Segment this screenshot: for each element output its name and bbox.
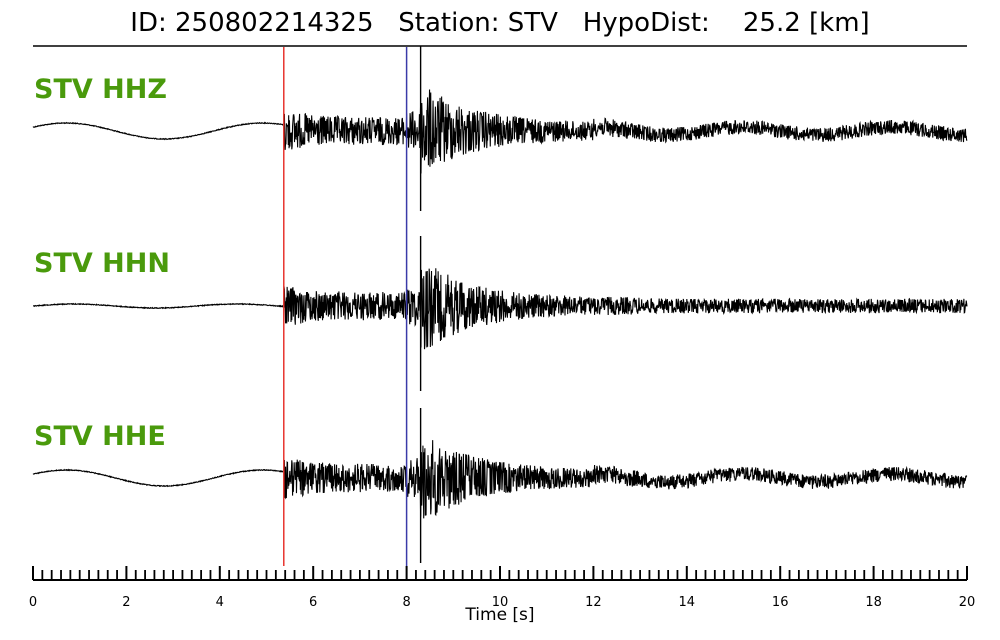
trace-stv-hhn bbox=[32, 268, 968, 350]
x-tick-label: 6 bbox=[309, 595, 317, 610]
x-tick-label: 2 bbox=[122, 595, 130, 610]
trace-stv-hhz bbox=[32, 89, 968, 174]
x-tick-label: 20 bbox=[959, 595, 976, 610]
picks-group bbox=[283, 47, 408, 566]
x-tick-label: 10 bbox=[492, 595, 509, 610]
x-tick-label: 8 bbox=[402, 595, 410, 610]
x-tick-label: 12 bbox=[585, 595, 602, 610]
x-tick-label: 4 bbox=[216, 595, 224, 610]
x-tick-label: 14 bbox=[679, 595, 696, 610]
trace-stv-hhe bbox=[32, 440, 968, 519]
traces-group bbox=[32, 46, 968, 563]
x-tick-label: 16 bbox=[772, 595, 789, 610]
trace-label-hhz: STV HHZ bbox=[34, 74, 167, 105]
x-tick-label: 0 bbox=[29, 595, 37, 610]
x-tick-label: 18 bbox=[865, 595, 882, 610]
plot-title: ID: 250802214325 Station: STV HypoDist: … bbox=[130, 8, 870, 38]
trace-label-hhe: STV HHE bbox=[34, 421, 166, 452]
x-axis: 0 2 4 6 8 10 12 14 16 18 20 bbox=[29, 566, 975, 610]
trace-label-hhn: STV HHN bbox=[34, 248, 170, 279]
x-axis-label: Time [s] bbox=[465, 605, 535, 625]
